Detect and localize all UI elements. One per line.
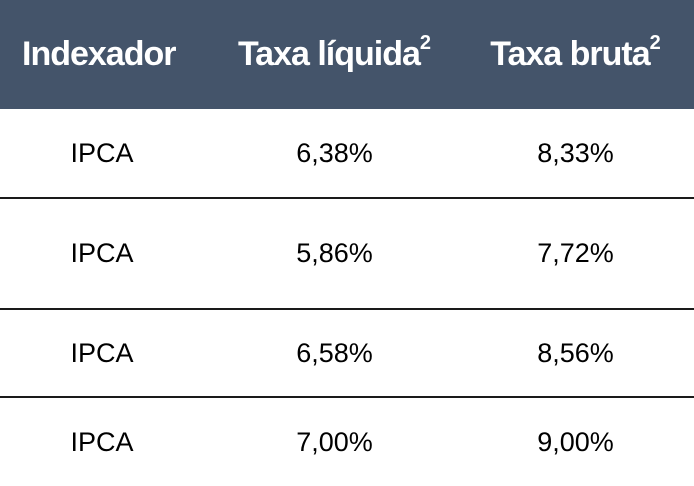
cell-taxa-bruta: 9,00% bbox=[537, 426, 614, 457]
table-row: IPCA 5,86% 7,72% bbox=[0, 198, 694, 310]
footnote-marker: 2 bbox=[419, 32, 432, 54]
cell-taxa-liquida: 7,00% bbox=[296, 426, 373, 457]
cell-taxa-bruta: 8,33% bbox=[457, 109, 694, 199]
table-row: IPCA 6,58% 8,56% bbox=[0, 309, 694, 398]
table-header-row: Indexador Taxa líquida2 Taxa bruta2 bbox=[0, 0, 694, 109]
cell-taxa-liquida: 6,58% bbox=[212, 309, 457, 398]
header-label: Taxa bruta bbox=[490, 35, 650, 73]
cell-indexador: IPCA bbox=[0, 109, 212, 199]
footnote-marker: 2 bbox=[649, 32, 661, 54]
cell-taxa-liquida: 6,38% bbox=[212, 109, 457, 199]
header-label: Indexador bbox=[22, 35, 176, 73]
cell-indexador: IPCA bbox=[70, 426, 134, 457]
cell-taxa-bruta: 7,72% bbox=[457, 198, 694, 310]
header-label: Taxa líquida bbox=[237, 35, 421, 73]
cell-taxa-bruta: 8,56% bbox=[457, 309, 694, 398]
table-row: IPCA 6,38% 8,33% bbox=[0, 109, 694, 199]
cell-indexador: IPCA bbox=[0, 198, 212, 310]
header-taxa-bruta: Taxa bruta2 bbox=[457, 0, 694, 109]
cell-taxa-liquida: 5,86% bbox=[212, 198, 457, 310]
cell-indexador: IPCA bbox=[0, 309, 212, 398]
header-indexador: Indexador bbox=[0, 0, 212, 109]
table-row: IPCA 7,00% 9,00% bbox=[0, 397, 694, 486]
header-taxa-liquida: Taxa líquida2 bbox=[212, 0, 457, 109]
